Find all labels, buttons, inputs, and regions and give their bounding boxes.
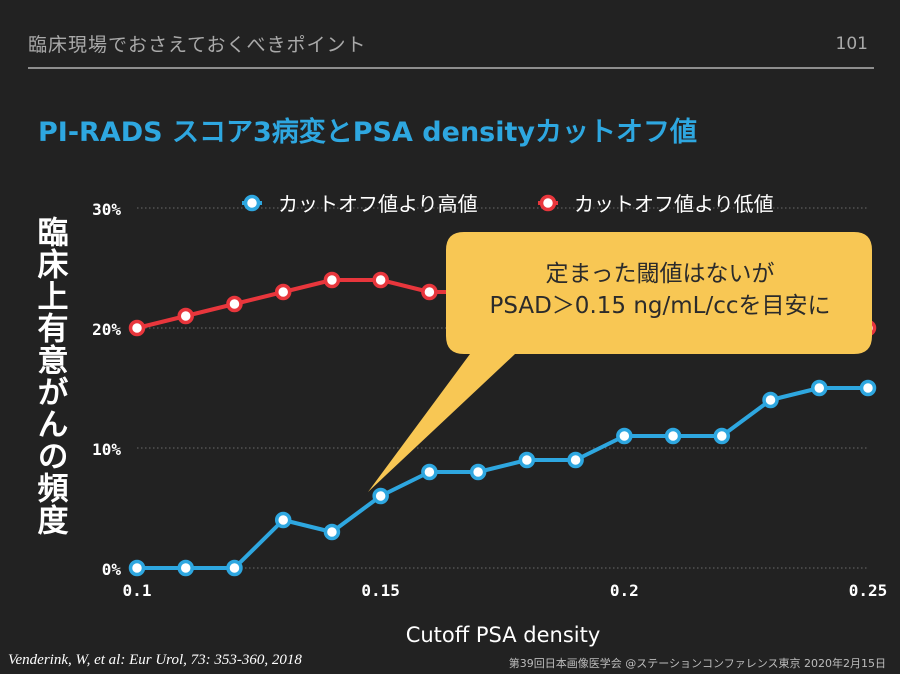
header-title: 臨床現場でおさえておくべきポイント [28,34,367,56]
x-tick-label: 0.1 [123,581,152,600]
x-tick-label: 0.2 [610,581,639,600]
slide-title: PI-RADS スコア3病変とPSA densityカットオフ値 [38,117,697,148]
y-tick-label: 30% [92,200,121,219]
series-above-point [664,427,682,445]
series-below-point [274,283,292,301]
legend: カットオフ値より高値 カットオフ値より低値 [242,192,774,216]
legend-swatch-marker [243,194,261,212]
y-axis-label: 臨床上有意がんの頻度 [31,216,68,536]
y-tick-labels: 0% 10% 20% 30% [92,200,121,579]
callout-line-1: 定まった閾値はないが [545,261,775,287]
series-above-point [128,559,146,577]
series-above-point [616,427,633,445]
series-below-point [421,283,438,301]
y-tick-label: 10% [92,440,121,459]
series-above-point [518,451,536,469]
series-above-point [811,379,828,397]
x-tick-label: 0.15 [361,581,400,600]
callout-box [368,232,872,492]
x-tick-labels: 0.1 0.15 0.2 0.25 [123,581,888,600]
series-below-point [323,271,341,289]
series-above-point [226,559,243,577]
callout-text: 定まった閾値はないが PSAD＞0.15 ng/mL/ccを目安に [440,258,880,322]
callout-bubble [368,232,872,492]
series-above-point [859,379,877,397]
series-above-point [177,559,194,577]
citation: Venderink, W, et al: Eur Urol, 73: 353-3… [8,652,302,668]
x-axis-label: Cutoff PSA density [406,623,601,647]
series-below-point [226,295,243,313]
series-below-point [128,319,146,337]
series-above-line [137,386,868,570]
series-above-point [469,463,487,481]
y-tick-label: 20% [92,320,121,339]
series-above-point [421,463,438,481]
conference-footer: 第39回日本画像医学会 @ステーションコンファレンス東京 2020年2月15日 [508,657,886,670]
series-below-point [177,307,194,325]
legend-swatch-marker [539,194,557,212]
series-above-point [713,427,731,445]
page-number: 101 [835,34,868,54]
series-above-point [762,391,779,409]
series-above-point [372,487,389,505]
series-above-point [274,511,292,529]
y-tick-label: 0% [102,560,122,579]
series-below-point [372,271,389,289]
series-above [128,379,877,577]
callout-line-2: PSAD＞0.15 ng/mL/ccを目安に [489,293,831,319]
series-above-point [323,523,341,541]
legend-label: カットオフ値より低値 [574,192,774,216]
header-divider [28,67,874,69]
series-above-point [567,451,584,469]
legend-label: カットオフ値より高値 [278,192,478,216]
x-tick-label: 0.25 [849,581,888,600]
